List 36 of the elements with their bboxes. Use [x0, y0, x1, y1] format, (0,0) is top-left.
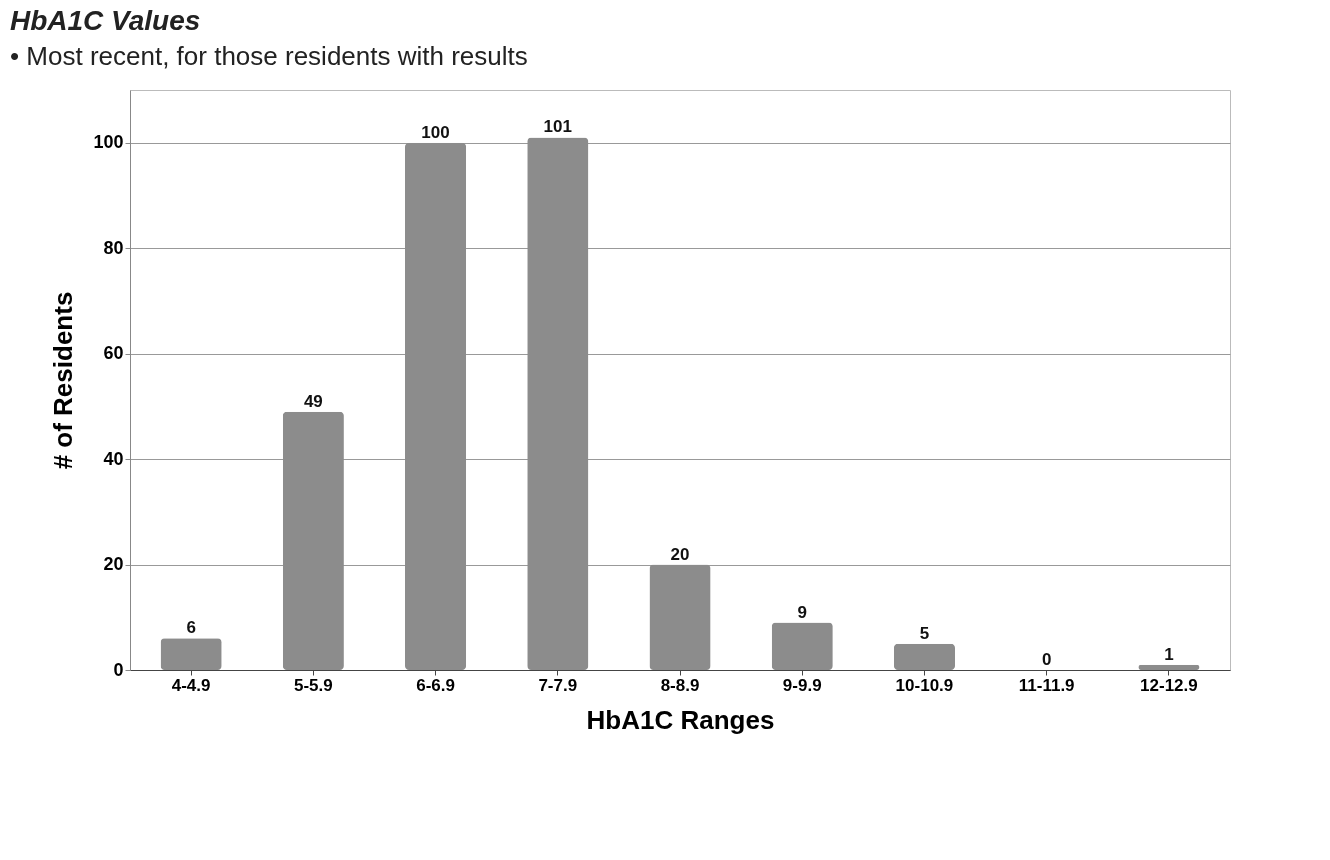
bar	[1138, 664, 1200, 670]
x-tick-label: 5-5.9	[293, 675, 333, 695]
y-tick-label: 60	[103, 343, 124, 364]
x-tick-label: 6-6.9	[416, 675, 455, 695]
x-tick-label: 12-12.9	[1140, 675, 1198, 695]
x-tick-label: 9-9.9	[782, 675, 822, 695]
y-axis-title: # of Residents	[48, 291, 79, 470]
y-tick-label: 20	[103, 554, 124, 575]
data-label: 5	[919, 623, 930, 643]
bar	[160, 638, 222, 670]
data-label: 0	[1041, 650, 1052, 669]
x-tick-label: 7-7.9	[538, 675, 578, 695]
data-label: 9	[797, 602, 807, 622]
bar	[405, 142, 467, 670]
x-tick-label: 4-4.9	[171, 675, 211, 695]
x-tick-label: 10-10.9	[895, 675, 954, 695]
x-axis-title: HbA1C Ranges	[586, 704, 775, 735]
y-tick-label: 80	[103, 237, 124, 258]
data-label: 100	[421, 122, 450, 142]
data-label: 49	[303, 391, 323, 411]
data-label: 6	[186, 618, 196, 638]
bar	[527, 137, 589, 670]
bar	[649, 564, 711, 670]
bar	[893, 643, 955, 670]
y-tick-label: 40	[103, 448, 124, 469]
bar	[771, 622, 833, 670]
y-tick-label: 100	[93, 132, 124, 153]
data-label: 101	[543, 117, 572, 137]
data-label: 20	[670, 544, 690, 564]
chart-subtitle: • Most recent, for those residents with results	[10, 41, 528, 71]
y-tick-label: 0	[113, 659, 124, 680]
bar	[282, 411, 344, 670]
x-tick-label: 8-8.9	[660, 675, 700, 695]
data-label: 1	[1164, 644, 1174, 664]
x-tick-label: 11-11.9	[1018, 675, 1075, 695]
chart-title: HbA1C Values	[10, 5, 201, 36]
